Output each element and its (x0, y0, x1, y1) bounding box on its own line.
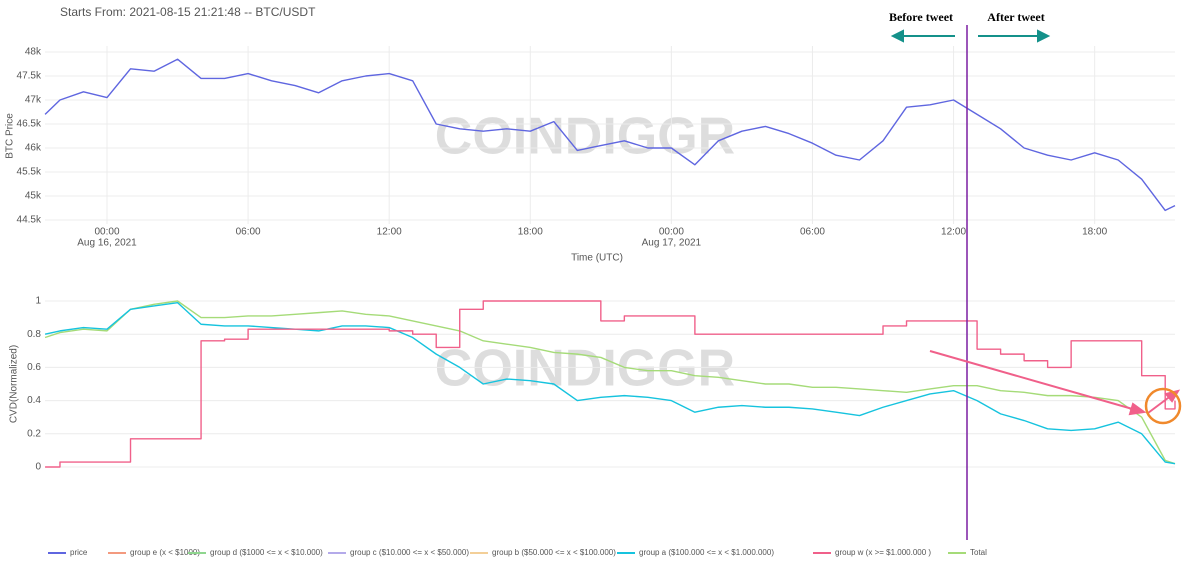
series-line (45, 300, 1176, 468)
y-axis-label: BTC Price (5, 113, 16, 159)
y-tick-label: 47k (25, 95, 42, 106)
x-tick-label: 00:00 (94, 227, 119, 238)
arrows (890, 29, 1051, 43)
legend-label: group e (x < $1000) (130, 548, 200, 557)
x-tick-label: 12:00 (377, 227, 402, 238)
subplot: 44.5k45k45.5k46k46.5k47k47.5k48k00:00Aug… (17, 46, 1176, 249)
y-tick-label: 0.6 (27, 362, 41, 373)
subplot: 0 0.2 0.4 0.6 0.8 1 (27, 296, 1176, 473)
annotation: Before tweet (889, 10, 953, 24)
y-tick-label: 0.2 (27, 428, 41, 439)
x-axis-label: Time (UTC) (571, 253, 623, 264)
legend-label: group c ($10.000 <= x < $50.000) (350, 548, 469, 557)
x-tick-label: 00:00 (659, 227, 684, 238)
plots: 44.5k45k45.5k46k46.5k47k47.5k48k00:00Aug… (17, 46, 1176, 473)
legend: price group e (x < $1000) group d ($1000 <… (48, 548, 987, 557)
y-tick-label: 0 (35, 462, 41, 473)
legend-label: group d ($1000 <= x < $10.000) (210, 548, 323, 557)
y-tick-label: 44.5k (17, 215, 42, 226)
series-line (44, 58, 1176, 212)
y-tick-label: 0.4 (27, 395, 41, 406)
y-tick-label: 1 (35, 296, 41, 307)
legend-label: group a ($100.000 <= x < $1.000.000) (639, 548, 774, 557)
watermark: COINDIGGR (435, 108, 735, 166)
y-tick-label: 46k (25, 143, 42, 154)
x-tick-label: 18:00 (1082, 227, 1107, 238)
chart-title: Starts From: 2021-08-15 21:21:48 -- BTC/… (60, 5, 316, 19)
highlight-circle (1144, 387, 1182, 425)
legend-label: group w (x >= $1.000.000 ) (835, 548, 931, 557)
y-tick-label: 46.5k (17, 119, 42, 130)
legend-label: Total (970, 548, 987, 557)
x-tick-label: 06:00 (236, 227, 261, 238)
y-tick-label: 48k (25, 47, 42, 58)
y-tick-label: 45k (25, 191, 42, 202)
series-line (44, 301, 1176, 465)
legend-label: price (70, 548, 88, 557)
y-tick-label: 0.8 (27, 329, 41, 340)
x-tick-date: Aug 16, 2021 (77, 238, 137, 249)
annotation: After tweet (987, 10, 1044, 24)
legend-label: group b ($50.000 <= x < $100.000) (492, 548, 616, 557)
x-tick-label: 12:00 (941, 227, 966, 238)
y-tick-label: 45.5k (17, 167, 42, 178)
y-axis-label: CVD(Normalized) (9, 345, 20, 423)
x-tick-label: 06:00 (800, 227, 825, 238)
y-tick-label: 47.5k (17, 71, 42, 82)
x-tick-label: 18:00 (518, 227, 543, 238)
x-tick-date: Aug 17, 2021 (642, 238, 702, 249)
watermark: COINDIGGR (435, 340, 735, 398)
series-line (44, 300, 1176, 465)
